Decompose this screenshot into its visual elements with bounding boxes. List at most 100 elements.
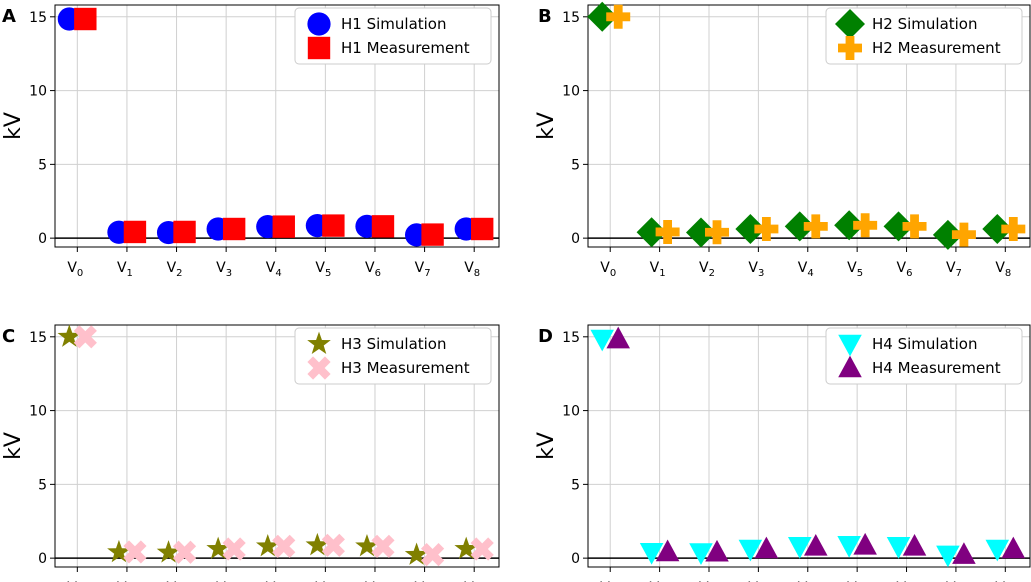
- x-tick-label: V4: [798, 580, 814, 582]
- data-point-star: [454, 536, 478, 560]
- x-tick-label: V6: [897, 580, 913, 582]
- data-point-star: [206, 536, 230, 560]
- legend-entry: H1 Measurement: [341, 39, 470, 57]
- data-point-triangle-down: [886, 537, 911, 559]
- y-tick-label: 10: [562, 84, 580, 100]
- x-tick-label: V8: [464, 580, 480, 582]
- chart-panel-d: 0 5 10 15 V0 V1 V2 V3 V4 V5 V6 V7 V8 kV D H4 Simulation…: [534, 324, 1031, 582]
- x-tick-label: V7: [415, 580, 431, 582]
- x-tick-label: V3: [748, 580, 764, 582]
- data-point-square: [322, 214, 345, 237]
- x-tick-label: V2: [167, 580, 183, 582]
- panel-label: D: [538, 326, 553, 347]
- legend-marker: [835, 9, 865, 39]
- data-point-triangle-up: [853, 532, 877, 555]
- data-point-plus: [704, 220, 729, 245]
- x-tick-label: V4: [266, 580, 282, 582]
- panel-label: C: [2, 326, 15, 347]
- y-tick-label: 10: [562, 404, 580, 420]
- panel-label: A: [2, 6, 16, 27]
- y-tick-label: 10: [29, 404, 47, 420]
- y-tick-label: 5: [38, 477, 47, 493]
- y-axis-label: kV: [1, 432, 26, 460]
- axes-frame: [54, 324, 500, 568]
- axes-frame: [587, 4, 1031, 248]
- data-point-diamond: [982, 213, 1013, 244]
- data-point-square: [173, 220, 196, 244]
- data-point-x: [123, 540, 147, 564]
- data-point-triangle-down: [590, 329, 615, 352]
- x-tick-label: V2: [699, 580, 715, 582]
- data-point-diamond: [735, 213, 766, 244]
- data-point-triangle-up: [705, 539, 729, 562]
- y-tick-label: 5: [38, 157, 47, 173]
- chart-panel-b: 0 5 10 15 V0 V1 V2 V3 V4 V5 V6 V7 V8 kV B H2 Simulation…: [534, 1, 1031, 279]
- data-point-square: [421, 223, 444, 246]
- y-tick-label: 15: [29, 10, 47, 26]
- data-point-diamond: [636, 217, 667, 248]
- data-point-triangle-down: [936, 545, 960, 568]
- data-point-plus: [853, 213, 878, 238]
- data-point-diamond: [883, 211, 914, 242]
- legend-entry: H4 Simulation: [872, 335, 978, 353]
- data-point-plus: [655, 219, 680, 244]
- data-point-x: [420, 543, 445, 567]
- legend-entry: H3 Simulation: [341, 335, 447, 353]
- data-point-square: [470, 217, 494, 241]
- data-point-x: [321, 533, 345, 557]
- y-tick-label: 15: [29, 330, 47, 346]
- legend: H3 Simulation H3 Measurement: [294, 327, 492, 385]
- legend-box: [825, 7, 1023, 65]
- legend-marker: [838, 334, 862, 357]
- data-point-star: [107, 539, 131, 563]
- x-tick-label: V1: [650, 260, 666, 279]
- data-point-x: [73, 325, 97, 349]
- data-point-x: [470, 537, 494, 561]
- x-tick-label: V4: [798, 260, 814, 279]
- legend-box: [294, 327, 492, 385]
- data-point-plus: [902, 214, 927, 239]
- data-point-triangle-down: [738, 539, 763, 562]
- x-tick-label: V0: [600, 260, 616, 279]
- data-point-square: [123, 220, 147, 244]
- x-tick-label: V4: [266, 260, 282, 279]
- data-point-plus: [803, 214, 828, 239]
- data-point-diamond: [834, 210, 865, 241]
- data-point-diamond: [587, 1, 618, 32]
- axes-frame: [54, 4, 500, 248]
- data-point-x: [172, 540, 197, 564]
- y-tick-label: 5: [571, 477, 580, 493]
- x-tick-label: V0: [67, 260, 83, 279]
- y-tick-label: 0: [571, 231, 580, 247]
- data-point-triangle-up: [754, 536, 779, 559]
- data-point-triangle-up: [655, 539, 680, 562]
- y-tick-label: 0: [571, 551, 580, 567]
- y-axis-label: kV: [1, 112, 26, 140]
- x-tick-label: V2: [699, 260, 715, 279]
- legend-marker: [307, 36, 331, 60]
- legend: H1 Simulation H1 Measurement: [294, 7, 492, 65]
- data-point-star: [255, 533, 280, 557]
- data-point-triangle-up: [952, 542, 976, 564]
- data-point-plus: [951, 222, 976, 247]
- data-point-x: [272, 534, 296, 558]
- x-tick-label: V0: [67, 580, 83, 582]
- y-tick-label: 0: [38, 551, 47, 567]
- data-point-star: [156, 540, 181, 563]
- legend-entry: H4 Measurement: [872, 359, 1001, 377]
- x-tick-label: V6: [897, 260, 913, 279]
- x-tick-label: V1: [117, 580, 133, 582]
- y-tick-label: 10: [29, 84, 47, 100]
- x-tick-label: V1: [117, 260, 133, 279]
- x-tick-label: V5: [847, 580, 863, 582]
- x-tick-label: V3: [216, 580, 232, 582]
- x-tick-label: V7: [946, 580, 962, 582]
- y-tick-label: 0: [38, 231, 47, 247]
- data-point-plus: [1001, 216, 1026, 241]
- data-point-square: [371, 215, 395, 238]
- x-tick-label: V5: [315, 580, 331, 582]
- x-tick-label: V7: [415, 260, 431, 279]
- legend-marker: [307, 12, 331, 36]
- x-tick-label: V5: [315, 260, 331, 279]
